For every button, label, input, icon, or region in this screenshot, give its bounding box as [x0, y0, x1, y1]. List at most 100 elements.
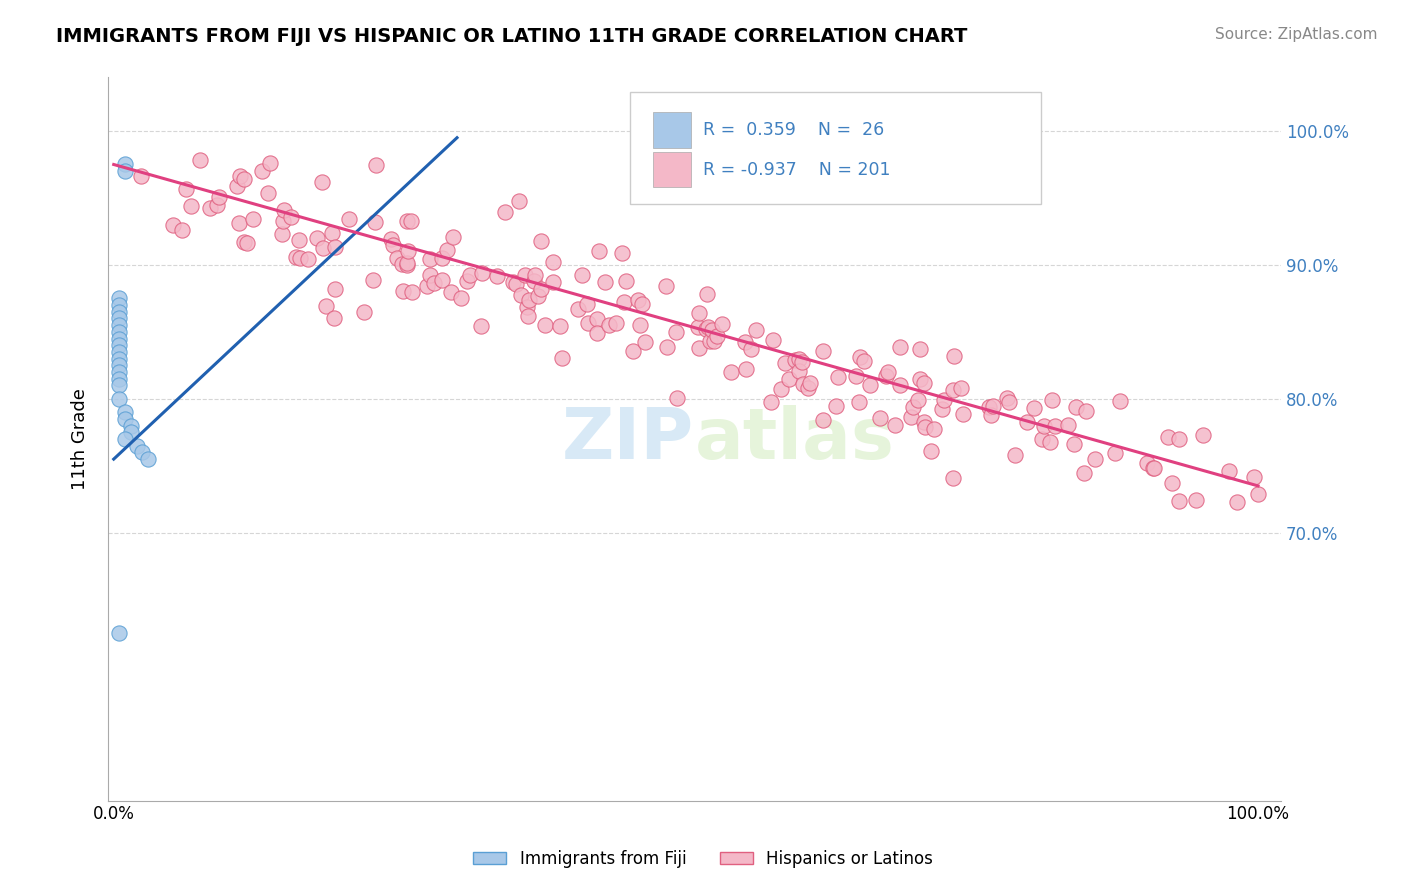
Point — [297, 252, 319, 266]
Point — [385, 251, 408, 265]
Point — [1022, 401, 1045, 415]
Point — [1063, 437, 1085, 451]
Point — [284, 250, 307, 264]
Point — [811, 343, 834, 358]
Point — [1108, 393, 1130, 408]
Point — [505, 277, 527, 292]
Point — [792, 355, 814, 369]
Point — [311, 175, 333, 189]
Point — [270, 227, 292, 241]
FancyBboxPatch shape — [654, 112, 690, 147]
Point — [576, 316, 599, 330]
Point — [932, 392, 955, 407]
Point — [395, 258, 418, 272]
Point — [401, 285, 423, 300]
Point — [571, 268, 593, 282]
Point — [396, 256, 419, 270]
Point — [1218, 464, 1240, 478]
Point — [120, 418, 142, 433]
Point — [700, 322, 723, 336]
Point — [778, 372, 800, 386]
Point — [534, 318, 557, 333]
Point — [1040, 393, 1063, 408]
Text: IMMIGRANTS FROM FIJI VS HISPANIC OR LATINO 11TH GRADE CORRELATION CHART: IMMIGRANTS FROM FIJI VS HISPANIC OR LATI… — [56, 27, 967, 45]
Point — [233, 235, 256, 249]
Point — [612, 246, 634, 260]
Point — [541, 275, 564, 289]
Point — [1031, 432, 1053, 446]
Point — [108, 372, 131, 386]
Point — [232, 172, 254, 186]
Point — [797, 381, 820, 395]
Point — [162, 219, 184, 233]
Point — [108, 338, 131, 352]
Point — [942, 383, 965, 397]
Point — [108, 332, 131, 346]
Point — [108, 305, 131, 319]
Point — [859, 378, 882, 392]
Point — [502, 275, 524, 289]
Point — [1142, 461, 1164, 475]
Point — [889, 340, 911, 354]
Point — [1015, 415, 1038, 429]
Point — [396, 244, 419, 258]
Point — [598, 318, 620, 332]
Point — [655, 279, 678, 293]
Point — [323, 282, 346, 296]
FancyBboxPatch shape — [654, 152, 690, 187]
Point — [419, 268, 441, 283]
Point — [852, 354, 875, 368]
Point — [517, 293, 540, 307]
Point — [125, 439, 148, 453]
Point — [734, 335, 756, 350]
Point — [236, 236, 259, 251]
Point — [576, 297, 599, 311]
Point — [634, 335, 657, 350]
Point — [745, 323, 768, 337]
Point — [900, 409, 922, 424]
Point — [1185, 493, 1208, 508]
Point — [924, 422, 946, 436]
Point — [419, 252, 441, 266]
Point — [530, 282, 553, 296]
Point — [769, 382, 792, 396]
Point — [108, 311, 131, 326]
Point — [353, 304, 375, 318]
Point — [907, 392, 929, 407]
Point — [720, 365, 742, 379]
Point — [172, 222, 194, 236]
Point — [114, 157, 136, 171]
Point — [627, 293, 650, 307]
Point — [762, 333, 785, 347]
Point — [1043, 418, 1066, 433]
Point — [981, 400, 1004, 414]
Point — [686, 320, 709, 334]
Point — [827, 370, 849, 384]
Text: atlas: atlas — [695, 405, 894, 474]
Point — [1157, 430, 1180, 444]
Point — [912, 376, 935, 390]
Text: ZIP: ZIP — [562, 405, 695, 474]
Point — [288, 233, 311, 247]
Point — [703, 334, 725, 348]
Point — [513, 268, 536, 283]
Point — [883, 417, 905, 432]
Point — [517, 309, 540, 323]
Point — [1191, 428, 1213, 442]
Point — [1004, 448, 1026, 462]
Point — [699, 334, 721, 349]
Point — [950, 381, 973, 395]
Point — [226, 179, 249, 194]
Point — [593, 275, 616, 289]
Point — [271, 213, 294, 227]
Point — [312, 241, 335, 255]
Point — [114, 405, 136, 419]
Point — [323, 240, 346, 254]
Point — [908, 372, 931, 386]
Point — [901, 400, 924, 414]
Point — [586, 326, 609, 340]
Point — [396, 214, 419, 228]
Point — [706, 329, 728, 343]
Point — [441, 230, 464, 244]
Y-axis label: 11th Grade: 11th Grade — [72, 388, 89, 490]
